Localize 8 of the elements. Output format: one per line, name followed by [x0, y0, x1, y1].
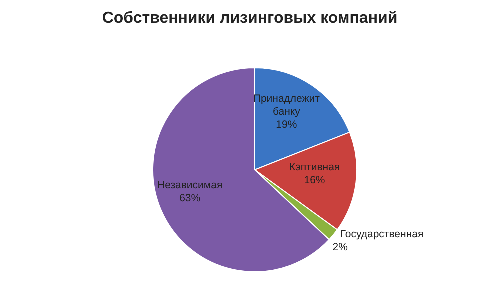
slice-label: Государственная: [340, 228, 424, 240]
chart-title: Собственники лизинговых компаний: [101, 10, 399, 28]
data-label: 2%: [332, 241, 348, 254]
slice-label: Кэптивная: [289, 162, 340, 174]
data-label: 16%: [304, 174, 326, 187]
slice-label: Независимая: [158, 179, 223, 192]
data-label: 19%: [276, 119, 298, 132]
data-label: 63%: [180, 192, 201, 204]
